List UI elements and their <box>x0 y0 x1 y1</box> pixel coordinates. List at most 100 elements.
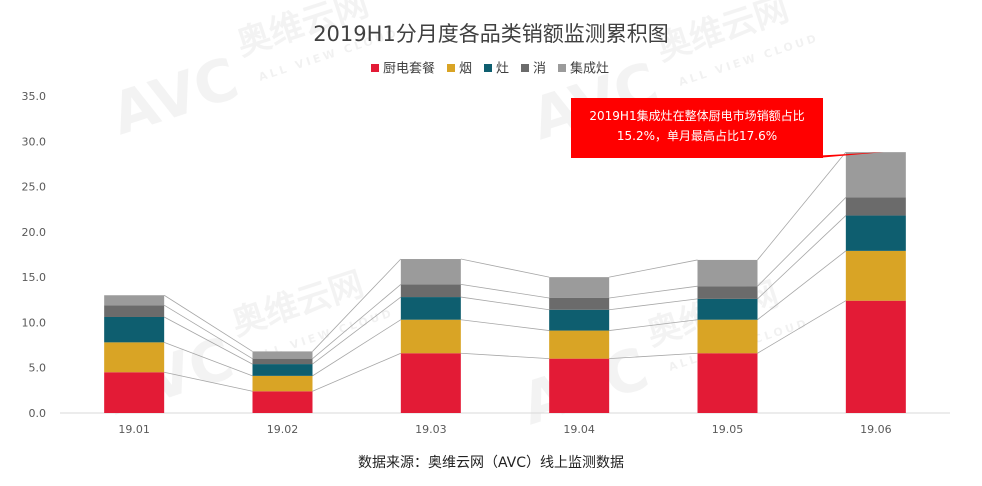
y-tick-label: 25.0 <box>22 181 47 194</box>
bar-segment <box>252 364 313 376</box>
bar-segment <box>104 305 165 317</box>
legend-swatch <box>447 64 455 72</box>
bar-stack <box>549 277 610 413</box>
bar-segment <box>697 353 758 413</box>
connector-line <box>164 371 253 392</box>
y-axis: 0.0 5.0 10.0 15.0 20.0 25.0 30.0 35.0 <box>22 90 47 420</box>
bar-segment <box>697 319 758 354</box>
bar-segment <box>400 297 461 320</box>
bar-segment <box>104 316 165 343</box>
bar-segment <box>845 300 906 413</box>
chart-title: 2019H1分月度各品类销额监测累积图 <box>313 22 669 46</box>
bar-segment <box>697 259 758 287</box>
bar-segment <box>104 372 165 413</box>
connector-line <box>757 151 847 261</box>
connector-line <box>609 319 698 331</box>
bar-segment <box>549 330 610 359</box>
x-tick-label: 19.02 <box>267 423 299 436</box>
legend-swatch <box>371 64 379 72</box>
callout-text-line: 15.2%，单月最高占比17.6% <box>617 128 777 143</box>
bar-segment <box>549 358 610 413</box>
bar-segment <box>252 358 313 365</box>
bar-stack <box>252 351 313 413</box>
legend-item: 消 <box>521 62 546 77</box>
bar-segment <box>845 152 906 198</box>
legend-item: 灶 <box>484 62 509 77</box>
legend-swatch <box>521 64 529 72</box>
connector-line <box>312 296 402 365</box>
bar-stack <box>104 295 165 413</box>
bar-segment <box>845 250 906 301</box>
legend-label: 消 <box>533 62 546 77</box>
callout-text-line: 2019H1集成灶在整体厨电市场销额占比 <box>589 108 804 123</box>
y-tick-label: 5.0 <box>29 362 47 375</box>
bar-segment <box>104 295 165 306</box>
connector-line <box>312 352 401 392</box>
y-tick-label: 35.0 <box>22 90 47 103</box>
y-tick-label: 20.0 <box>22 226 47 239</box>
bar-segment <box>549 297 610 310</box>
bar-segment <box>252 351 313 359</box>
bar-stack <box>845 152 906 413</box>
legend-swatch <box>484 64 492 72</box>
bar-segment <box>400 319 461 354</box>
connector-line <box>757 197 847 287</box>
bar-stack <box>400 259 461 413</box>
connector-line <box>163 304 253 359</box>
connector-line <box>757 300 847 354</box>
y-tick-label: 30.0 <box>22 135 47 148</box>
connector-line <box>163 316 253 365</box>
bar-segment <box>252 375 313 392</box>
connector-line <box>460 296 550 311</box>
bar-segment <box>400 284 461 298</box>
legend-item: 集成灶 <box>558 61 609 77</box>
connector-line <box>460 352 550 360</box>
connector-line <box>609 298 698 311</box>
connector-line <box>163 294 253 352</box>
connector-line <box>312 284 402 359</box>
bar-segment <box>845 197 906 216</box>
legend-swatch <box>558 64 566 72</box>
connector-line <box>609 352 698 360</box>
bar-segment <box>845 215 906 251</box>
x-tick-label: 19.03 <box>415 423 447 436</box>
watermark-brand: AVC <box>103 44 246 148</box>
x-tick-label: 19.01 <box>118 423 150 436</box>
legend-label: 烟 <box>459 62 472 77</box>
x-tick-label: 19.05 <box>712 423 744 436</box>
connector-line <box>460 258 550 278</box>
bar-segment <box>549 309 610 331</box>
connector-line <box>164 341 253 377</box>
legend-item: 烟 <box>447 62 472 77</box>
bar-segment <box>400 353 461 413</box>
legend-label: 灶 <box>496 62 509 77</box>
connector-line <box>757 215 847 300</box>
connector-line <box>609 285 698 299</box>
legend-item: 厨电套餐 <box>371 61 435 77</box>
bar-segment <box>697 298 758 320</box>
callout-box <box>571 98 823 158</box>
source-note: 数据来源：奥维云网（AVC）线上监测数据 <box>358 454 624 471</box>
connector-line <box>757 250 847 321</box>
series-connector-lines <box>163 151 847 392</box>
legend-label: 厨电套餐 <box>383 61 435 77</box>
connector-line <box>312 258 402 352</box>
connector-line <box>460 283 550 299</box>
legend-label: 集成灶 <box>570 61 609 77</box>
legend: 厨电套餐 烟 灶 消 集成灶 <box>371 61 609 77</box>
bar-segment <box>252 391 313 413</box>
y-tick-label: 10.0 <box>22 316 47 329</box>
connector-line <box>460 319 550 331</box>
x-tick-label: 19.06 <box>860 423 892 436</box>
x-tick-label: 19.04 <box>563 423 595 436</box>
annotation-callout: 2019H1集成灶在整体厨电市场销额占比 15.2%，单月最高占比17.6% <box>571 98 884 158</box>
y-tick-label: 15.0 <box>22 271 47 284</box>
bar-segment <box>549 277 610 298</box>
bar-segment <box>400 259 461 285</box>
bar-segment <box>697 286 758 299</box>
bar-segment <box>104 342 165 373</box>
connector-line <box>312 319 402 377</box>
bars-layer <box>104 152 906 413</box>
